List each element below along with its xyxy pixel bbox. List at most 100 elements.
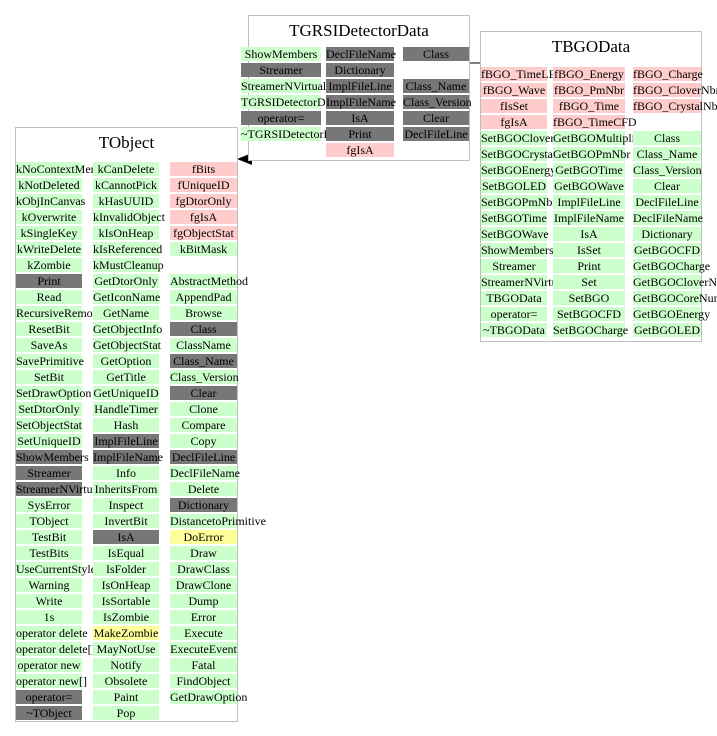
- member-label: kCannotPick: [95, 178, 157, 192]
- member-label: GetOption: [100, 354, 152, 368]
- member-label: kIsOnHeap: [98, 226, 154, 240]
- member-label: Print: [37, 274, 61, 288]
- member-label: fBGO_TimeCFD: [553, 115, 637, 129]
- member-cell: SetBGOTime: [481, 211, 547, 225]
- member-cell: Browse: [170, 306, 237, 320]
- member-label: FindObject: [176, 674, 231, 688]
- member-cell: SetBGOPmNbr: [481, 195, 556, 209]
- member-cell: IsZombie: [93, 610, 159, 624]
- member-cell: ImplFileName: [553, 211, 625, 225]
- member-cell: StreamerNVirtual: [16, 482, 101, 496]
- member-cell: SetBGOWave: [481, 227, 549, 241]
- member-cell: Info: [93, 466, 159, 480]
- member-cell: ImplFileLine: [553, 195, 625, 209]
- member-label: SetBGO: [568, 291, 610, 305]
- member-label: GetUniqueID: [93, 386, 159, 400]
- member-label: Draw: [190, 546, 217, 560]
- member-cell: Dictionary: [326, 63, 394, 77]
- member-cell: IsA: [326, 111, 394, 125]
- member-cell: Paint: [93, 690, 159, 704]
- member-cell: kSingleKey: [16, 226, 82, 240]
- member-label: DrawClone: [175, 578, 232, 592]
- method-column: fBGO_Charge fBGO_CloverNbr fBGO_CrystalNbr…: [633, 67, 717, 339]
- member-cell: GetIconName: [93, 290, 161, 304]
- member-label: DoError: [183, 530, 224, 544]
- member-label: Class: [422, 47, 449, 61]
- member-label: SetBGOCloverNbr: [481, 131, 573, 145]
- member-cell: IsSet: [553, 243, 625, 257]
- member-label: InvertBit: [104, 514, 148, 528]
- member-cell: ImplFileLine: [326, 79, 394, 93]
- member-cell: Dictionary: [633, 227, 701, 241]
- member-label: kMustCleanup: [93, 258, 164, 272]
- member-label: fBGO_CrystalNbr: [633, 99, 717, 113]
- method-column: fBGO_TimeLED fBGO_Wave fIsSet fgIsA SetBGOCl…: [481, 67, 575, 339]
- member-label: fBGO_Time: [558, 99, 620, 113]
- member-cell: operator=: [481, 307, 547, 321]
- member-label: RecursiveRemove: [16, 306, 104, 320]
- member-cell: TBGOData: [481, 291, 547, 305]
- member-label: fgIsA: [189, 210, 218, 224]
- member-label: IsA: [117, 530, 135, 544]
- member-cell: SetBGOCloverNbr: [481, 131, 573, 145]
- member-label: fBGO_Energy: [554, 67, 624, 81]
- member-cell: GetTitle: [93, 370, 159, 384]
- member-label: Warning: [28, 578, 70, 592]
- member-label: Execute: [184, 626, 223, 640]
- member-label: 1s: [43, 610, 55, 624]
- member-label: ImplFileLine: [94, 434, 158, 448]
- member-cell: kOverwrite: [16, 210, 82, 224]
- member-label: TestBits: [29, 546, 69, 560]
- member-cell: Execute: [170, 626, 237, 640]
- member-label: Pop: [116, 706, 136, 720]
- member-label: Write: [35, 594, 63, 608]
- member-cell: Clear: [633, 179, 701, 193]
- member-cell: ClassName: [170, 338, 237, 352]
- member-label: GetBGOCloverNumber: [633, 275, 717, 289]
- member-cell: Read: [16, 290, 82, 304]
- member-label: Dictionary: [177, 498, 230, 512]
- class-box-tgrsidetectordata: TGRSIDetectorData ShowMembers Streamer Str…: [241, 15, 472, 161]
- member-cell: fgIsA: [170, 210, 237, 224]
- member-label: ExecuteEvent: [170, 642, 237, 656]
- member-cell: SetObjectStat: [16, 418, 82, 432]
- member-label: operator new: [17, 658, 81, 672]
- member-cell: DrawClass: [170, 562, 237, 576]
- member-cell: Pop: [93, 706, 159, 720]
- member-label: ImplFileName: [93, 450, 163, 464]
- method-column: Class Class_Name Class_Version Clear DeclFil…: [403, 47, 472, 143]
- member-cell: Class_Version: [633, 163, 702, 177]
- member-cell: SaveAs: [16, 338, 82, 352]
- member-cell: Draw: [170, 546, 237, 560]
- member-cell: GetBGOCharge: [633, 259, 710, 273]
- member-cell: Clear: [403, 111, 469, 125]
- member-cell: kIsReferenced: [93, 242, 163, 256]
- member-cell: Print: [553, 259, 625, 273]
- member-cell: Dump: [170, 594, 237, 608]
- member-cell: FindObject: [170, 674, 237, 688]
- member-label: kIsReferenced: [93, 242, 163, 256]
- member-cell: Print: [16, 274, 82, 288]
- member-label: kObjInCanvas: [16, 194, 86, 208]
- member-label: ~TBGOData: [483, 323, 545, 337]
- member-label: Clone: [189, 402, 218, 416]
- member-label: operator delete[]: [16, 642, 96, 656]
- member-cell: RecursiveRemove: [16, 306, 104, 320]
- member-label: DrawClass: [177, 562, 230, 576]
- member-label: GetBGOEnergy: [633, 307, 711, 321]
- member-cell: ~TObject: [16, 706, 82, 720]
- member-label: AbstractMethod: [170, 274, 248, 288]
- member-cell: fgIsA: [326, 143, 394, 157]
- member-cell: kWriteDelete: [16, 242, 82, 256]
- member-label: Dictionary: [641, 227, 693, 241]
- member-cell: Delete: [170, 482, 237, 496]
- member-label: Dump: [188, 594, 219, 608]
- member-cell: Class_Name: [403, 79, 469, 93]
- member-label: SetBGOLED: [482, 179, 546, 193]
- member-cell: SetUniqueID: [16, 434, 82, 448]
- member-cell: operator delete[]: [16, 642, 96, 656]
- member-cell: StreamerNVirtual: [481, 275, 566, 289]
- member-label: MayNotUse: [96, 642, 156, 656]
- member-label: GetIconName: [93, 290, 161, 304]
- member-label: Obsolete: [104, 674, 148, 688]
